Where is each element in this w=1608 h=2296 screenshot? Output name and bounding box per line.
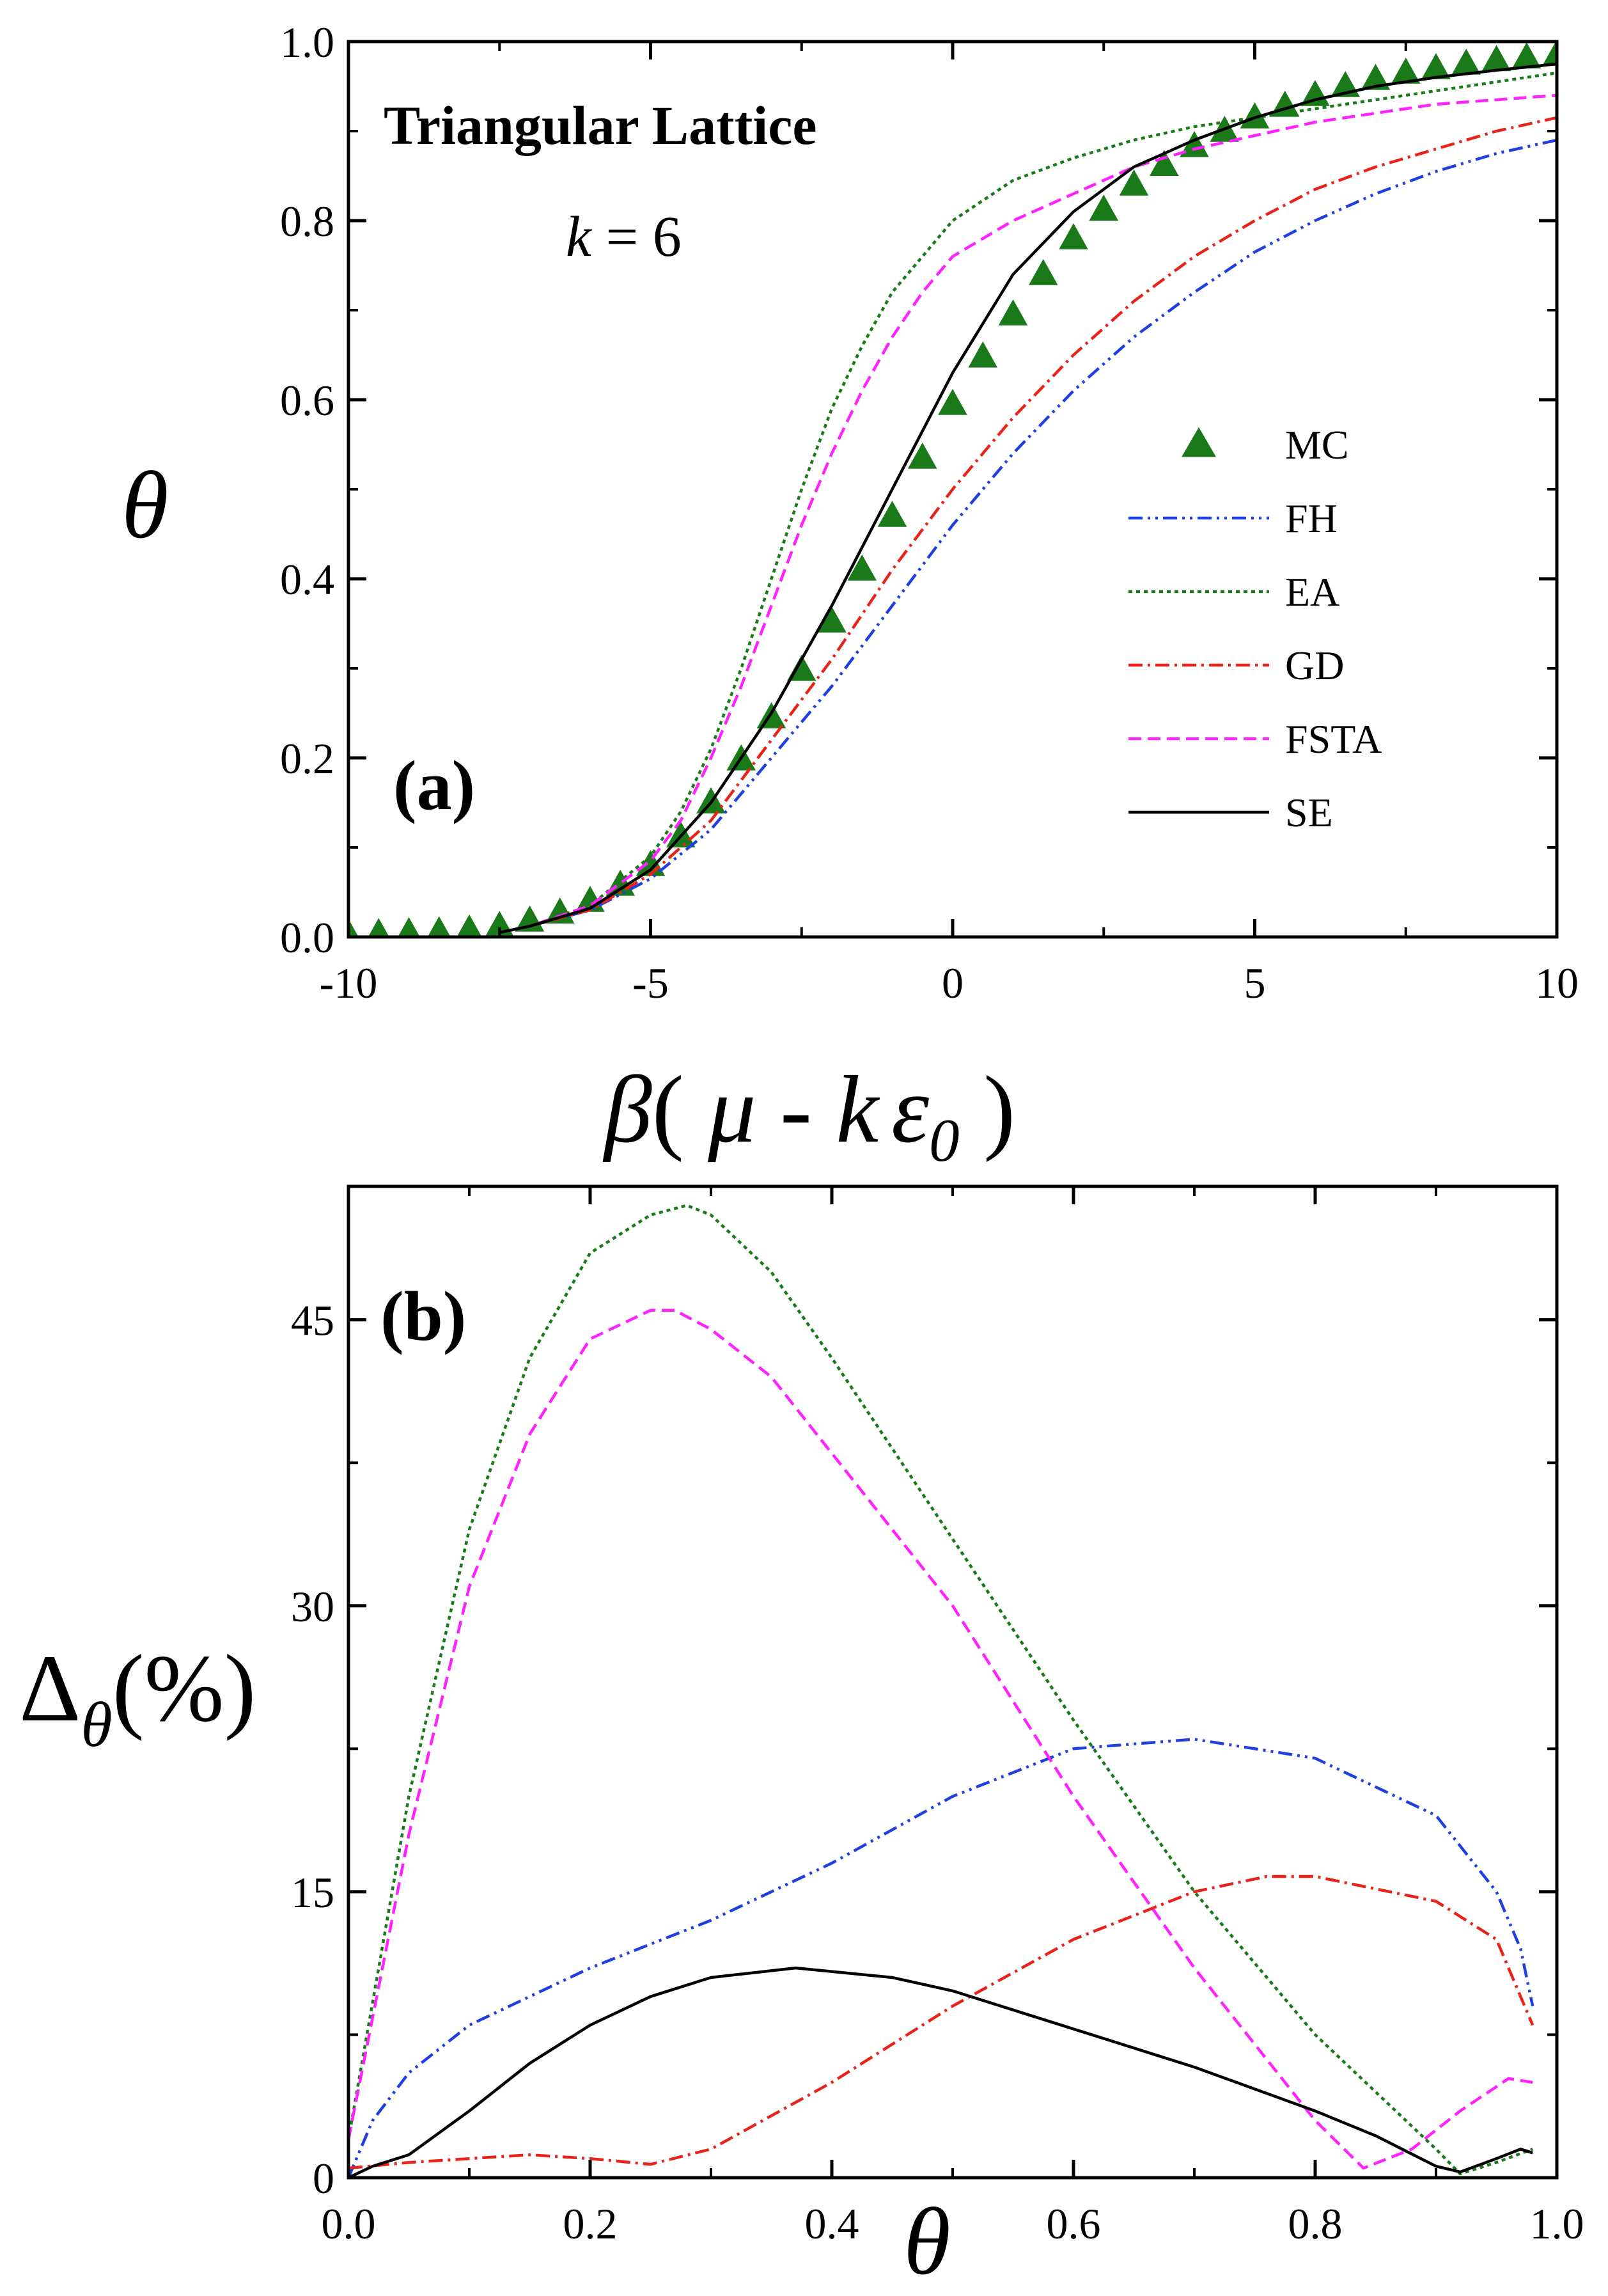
mc-marker [398,917,420,937]
panel-a-k-value: k = 6 [566,205,682,269]
series-group [348,42,1557,937]
series-fsta-line [348,1309,1533,2170]
mc-marker [427,916,451,937]
mc-marker [1361,63,1391,90]
legend-fh-label: FH [1285,496,1338,541]
series-ea-line [348,1204,1533,2176]
mc-marker [1028,259,1058,285]
panel-a-x-axis-title: β( μ - k ε0 ) [602,1057,1015,1174]
legend-ea-label: EA [1285,569,1339,615]
series-fsta-line [499,93,1557,934]
delta-symbol: Δ [19,1635,81,1742]
legend-se-label: SE [1285,790,1333,835]
panel-a-plot-area [348,42,1557,937]
mc-marker [1451,49,1481,75]
x-tick-label: 0.4 [805,2199,859,2248]
mc-marker [847,554,877,581]
panel-b-ticks: 0.0 0.2 0.4 0.6 0.8 1.0 0 15 30 45 [291,1186,1584,2248]
epsilon-subscript: 0 [929,1106,960,1174]
x-tick-label: 0.8 [1288,2199,1343,2248]
legend-mc-marker [1182,427,1216,457]
panel-a: -10 -5 0 5 10 0.0 0.2 0.4 0.6 0.8 1.0 Triangular L… [121,18,1579,1174]
y-tick-label: 45 [291,1296,334,1345]
series-se-line [499,62,1557,934]
panel-b-frame [347,1184,1559,2180]
mc-marker [1542,42,1557,66]
legend-fsta-label: FSTA [1285,716,1382,762]
y-tick-label: 0.0 [280,913,334,962]
mc-marker [907,443,937,469]
mc-marker [968,341,998,368]
series-fh-line [348,1738,1534,2178]
mc-marker [1089,194,1119,221]
x-tick-label: 10 [1535,959,1579,1007]
panel-b-x-axis-title: θ [903,2189,951,2295]
panel-b-y-axis-title: Δθ(%) [19,1635,256,1760]
beta-symbol: β [602,1057,652,1163]
mc-marker [1421,53,1451,79]
mc-marker [1511,42,1542,68]
mc-marker [877,501,907,527]
y-tick-label: 0 [313,2154,334,2203]
panel-a-title: Triangular Lattice [384,95,817,156]
epsilon-symbol: ε [891,1057,929,1163]
legend-mc-label: MC [1285,422,1349,468]
delta-subscript: θ [81,1689,112,1760]
panel-a-label: (a) [393,746,475,824]
k-equals-value: = 6 [591,205,682,269]
mc-marker [998,299,1028,326]
series-gd-line [348,1875,1534,2170]
mu-symbol: μ [707,1057,756,1163]
x-tick-label: 0.6 [1047,2199,1101,2248]
x-tick-label: 0.2 [563,2199,618,2248]
mc-marker [1180,130,1209,157]
mc-marker [938,389,967,415]
x-tick-label: 0 [942,959,964,1007]
panel-b-label: (b) [380,1277,466,1355]
y-tick-label: 15 [291,1868,334,1917]
y-tick-label: 0.6 [280,376,334,425]
series-se-line [348,1966,1533,2178]
legend: MC FH EA GD FSTA SE [1128,422,1382,835]
mc-marker [1391,58,1421,84]
panel-a-ticks: -10 -5 0 5 10 0.0 0.2 0.4 0.6 0.8 1.0 [280,18,1579,1007]
mc-marker [1149,150,1179,176]
series-group [348,1204,1534,2178]
mc-marker [817,606,847,633]
mc-marker [368,918,389,937]
y-tick-label: 30 [291,1582,334,1631]
open-paren: ( [652,1057,708,1163]
x-tick-label: 1.0 [1530,2199,1584,2248]
k-symbol: k [566,205,593,269]
x-tick-label: -5 [632,959,669,1007]
minus-sign: - [756,1057,836,1163]
mc-marker [348,918,359,937]
mc-marker [1059,223,1088,249]
y-tick-label: 0.8 [280,197,334,246]
x-tick-label: 5 [1244,959,1266,1007]
x-tick-label: 0.0 [322,2199,376,2248]
legend-gd-label: GD [1285,643,1344,688]
mc-marker [1119,169,1149,196]
mc-marker [457,914,482,937]
y-tick-label: 1.0 [280,18,334,67]
mc-marker [1481,45,1511,72]
x-tick-label: -10 [320,959,378,1007]
percent-label: (%) [113,1635,256,1742]
close-paren: ) [960,1057,1015,1163]
panel-a-y-axis-title: θ [121,452,169,558]
k-symbol-axis: k [836,1057,880,1163]
y-tick-label: 0.4 [280,555,334,604]
series-ea-line [499,71,1557,934]
panel-b-plot-area [348,1204,1534,2178]
y-tick-label: 0.2 [280,734,334,783]
series-gd-line [499,116,1557,934]
